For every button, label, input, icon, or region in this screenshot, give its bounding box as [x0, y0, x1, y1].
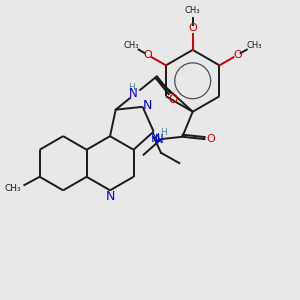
Text: O: O [234, 50, 242, 60]
Text: H: H [160, 128, 167, 137]
Text: N: N [142, 99, 152, 112]
Text: H: H [128, 83, 135, 92]
Text: N: N [105, 190, 115, 203]
Text: CH₃: CH₃ [124, 41, 139, 50]
Text: O: O [188, 23, 197, 33]
Text: CH₃: CH₃ [246, 41, 262, 50]
Text: CH₃: CH₃ [5, 184, 22, 193]
Text: O: O [207, 134, 215, 143]
Text: CH₃: CH₃ [185, 6, 200, 15]
Text: N: N [155, 133, 164, 146]
Text: O: O [168, 93, 177, 106]
Text: N: N [129, 87, 138, 101]
Text: N: N [150, 132, 160, 145]
Text: O: O [143, 50, 152, 60]
